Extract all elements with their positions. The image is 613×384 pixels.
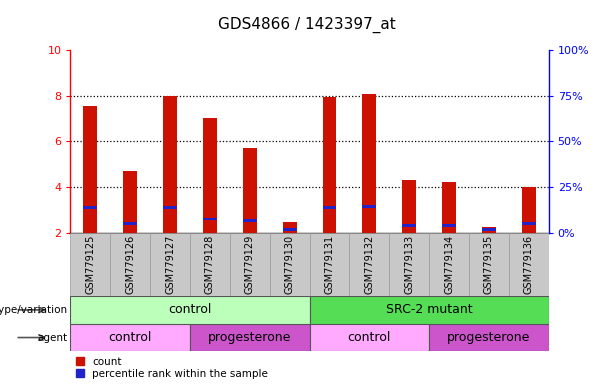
Bar	[70, 233, 110, 296]
Text: GSM779125: GSM779125	[85, 235, 96, 294]
Bar	[482, 227, 496, 233]
Text: GSM779135: GSM779135	[484, 235, 494, 294]
Bar	[70, 324, 190, 351]
Bar	[283, 222, 297, 233]
Bar	[150, 233, 190, 296]
Bar	[283, 228, 297, 231]
Text: GSM779129: GSM779129	[245, 235, 255, 294]
Text: GSM779136: GSM779136	[524, 235, 534, 294]
Text: GSM779130: GSM779130	[284, 235, 295, 294]
Bar	[203, 119, 217, 233]
Bar	[322, 97, 337, 233]
Bar	[270, 233, 310, 296]
Bar	[402, 180, 416, 233]
Bar	[123, 171, 137, 233]
Text: control: control	[109, 331, 152, 344]
Bar	[70, 296, 310, 324]
Text: GSM779132: GSM779132	[364, 235, 375, 294]
Bar	[123, 222, 137, 225]
Bar	[362, 94, 376, 233]
Bar	[522, 187, 536, 233]
Text: GSM779134: GSM779134	[444, 235, 454, 294]
Bar	[163, 96, 177, 233]
Bar	[429, 324, 549, 351]
Bar	[402, 225, 416, 227]
Bar	[243, 148, 257, 233]
Bar	[190, 324, 310, 351]
Text: GSM779127: GSM779127	[165, 235, 175, 294]
Bar	[110, 233, 150, 296]
Text: GSM779126: GSM779126	[125, 235, 135, 294]
Bar	[509, 233, 549, 296]
Text: SRC-2 mutant: SRC-2 mutant	[386, 303, 473, 316]
Text: control: control	[348, 331, 391, 344]
Bar	[310, 233, 349, 296]
Bar	[522, 222, 536, 225]
Bar	[310, 296, 549, 324]
Bar	[442, 182, 456, 233]
Bar	[163, 206, 177, 209]
Bar	[389, 233, 429, 296]
Text: genotype/variation: genotype/variation	[0, 305, 67, 315]
Bar	[429, 233, 469, 296]
Text: GSM779133: GSM779133	[404, 235, 414, 294]
Bar	[83, 106, 97, 233]
Text: agent: agent	[37, 333, 67, 343]
Text: control: control	[169, 303, 211, 316]
Bar	[442, 225, 456, 227]
Bar	[469, 233, 509, 296]
Bar	[310, 324, 429, 351]
Text: progesterone: progesterone	[447, 331, 531, 344]
Text: GDS4866 / 1423397_at: GDS4866 / 1423397_at	[218, 17, 395, 33]
Text: GSM779128: GSM779128	[205, 235, 215, 294]
Bar	[482, 228, 496, 231]
Legend: count, percentile rank within the sample: count, percentile rank within the sample	[75, 357, 268, 379]
Text: progesterone: progesterone	[208, 331, 292, 344]
Bar	[322, 206, 337, 209]
Bar	[83, 206, 97, 209]
Bar	[243, 219, 257, 222]
Bar	[362, 205, 376, 208]
Bar	[230, 233, 270, 296]
Bar	[349, 233, 389, 296]
Bar	[190, 233, 230, 296]
Bar	[203, 218, 217, 220]
Text: GSM779131: GSM779131	[324, 235, 335, 294]
